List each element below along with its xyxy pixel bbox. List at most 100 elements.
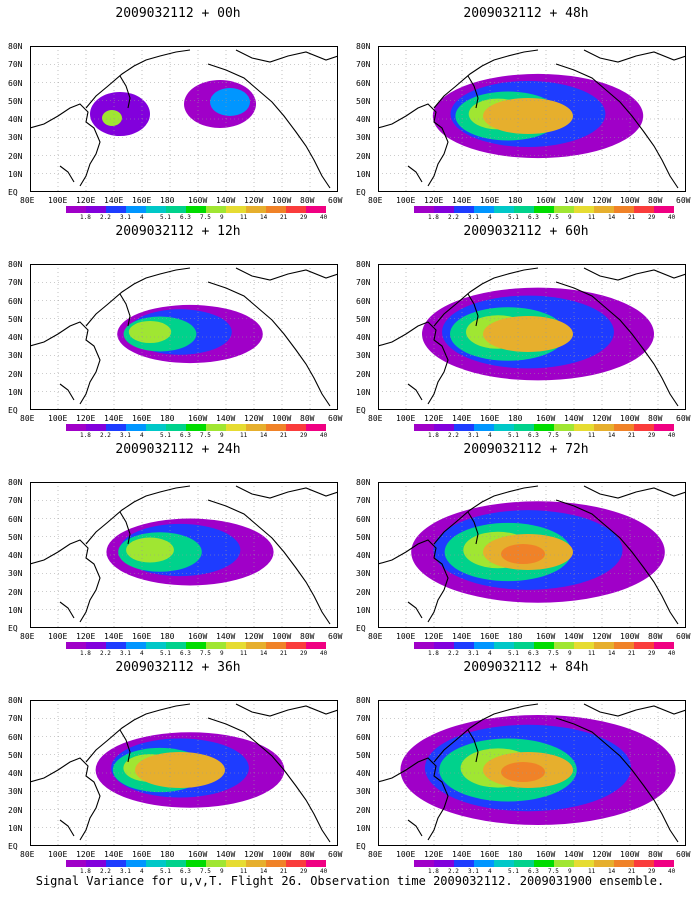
colorbar-label: 5.1	[160, 650, 171, 657]
panel-title: 2009032112 + 12h	[115, 224, 241, 239]
latitude-label: 80N	[8, 696, 23, 705]
longitude-label: 160E	[132, 632, 152, 641]
colorbar-swatch	[206, 206, 226, 213]
colorbar-swatch	[166, 860, 186, 867]
longitude-label: 120W	[244, 632, 264, 641]
colorbar-swatch	[594, 206, 614, 213]
panel-title: 2009032112 + 48h	[463, 6, 589, 21]
colorbar-swatch	[634, 860, 654, 867]
plot-frame	[378, 700, 686, 846]
latitude-label: 40N	[8, 769, 23, 778]
latitude-label: EQ	[8, 842, 18, 851]
colorbar-label: 11	[240, 650, 248, 657]
colorbar-swatch	[286, 642, 306, 649]
colorbar-swatch	[474, 206, 494, 213]
colorbar-swatch	[614, 206, 634, 213]
colorbar-swatch	[414, 860, 434, 867]
colorbar-label: 40	[668, 432, 676, 439]
coastline	[119, 729, 131, 763]
figure-caption: Signal Variance for u,v,T. Flight 26. Ob…	[35, 874, 665, 888]
latitude-label: 30N	[356, 351, 371, 361]
coastline	[467, 511, 479, 545]
longitude-label: 100W	[272, 632, 292, 641]
longitude-label: 80W	[300, 196, 315, 205]
longitude-label: 180	[508, 196, 523, 205]
latitude-label: 10N	[356, 605, 371, 615]
colorbar-label: 5.1	[508, 650, 519, 657]
latitude-label: 20N	[8, 805, 23, 815]
coastline	[378, 539, 449, 623]
colorbar-swatch	[614, 424, 634, 431]
colorbar-label: 29	[300, 650, 308, 657]
colorbar-label: 5.1	[160, 432, 171, 439]
colorbar-swatch	[106, 860, 126, 867]
longitude-label: 160W	[536, 196, 556, 205]
colorbar-swatch	[594, 860, 614, 867]
latitude-label: 30N	[356, 569, 371, 579]
colorbar-swatch	[574, 642, 594, 649]
colorbar-swatch	[106, 424, 126, 431]
map-plot	[30, 482, 338, 628]
panel-title: 2009032112 + 72h	[463, 442, 589, 457]
colorbar-label: 14	[260, 214, 268, 221]
colorbar-label: 11	[240, 214, 248, 221]
latitude-label: EQ	[356, 842, 366, 851]
colorbar-swatch	[186, 206, 206, 213]
colorbar-label: 29	[648, 214, 656, 221]
colorbar-swatch	[574, 424, 594, 431]
longitude-label: 60W	[676, 850, 691, 859]
colorbar-label: 2.2	[448, 650, 459, 657]
colorbar-label: 21	[280, 868, 288, 875]
coastline	[433, 267, 539, 327]
longitude-label: 100W	[620, 632, 640, 641]
colorbar-label: 6.3	[180, 214, 191, 221]
longitude-label: 140W	[216, 632, 236, 641]
colorbar-swatch	[266, 642, 286, 649]
latitude-label: 60N	[356, 732, 371, 742]
colorbar-swatch	[654, 206, 674, 213]
colorbar-label: 21	[628, 868, 636, 875]
coastline	[85, 703, 191, 763]
longitude-label: 60W	[676, 196, 691, 205]
longitude-label: 140E	[104, 850, 124, 859]
longitude-label: 100E	[396, 196, 416, 205]
colorbar-label: 4	[140, 650, 144, 657]
colorbar-label: 2.2	[100, 650, 111, 657]
colorbar-label: 29	[300, 432, 308, 439]
coastline	[407, 165, 423, 183]
colorbar-swatch	[574, 860, 594, 867]
colorbar-swatch	[86, 206, 106, 213]
colorbar-swatch	[654, 642, 674, 649]
colorbar-label: 9	[220, 432, 224, 439]
longitude-label: 60W	[676, 632, 691, 641]
longitude-label: 160W	[188, 632, 208, 641]
colorbar-swatch	[146, 424, 166, 431]
colorbar-swatch	[246, 860, 266, 867]
colorbar-swatch	[454, 642, 474, 649]
colorbar-swatch	[146, 206, 166, 213]
latitude-label: 40N	[356, 769, 371, 778]
latitude-label: EQ	[8, 188, 18, 197]
longitude-label: 80E	[368, 632, 383, 641]
colorbar-label: 21	[280, 650, 288, 657]
plot-frame	[30, 700, 338, 846]
colorbar-swatch	[534, 642, 554, 649]
colorbar-label: 7.5	[200, 868, 211, 875]
longitude-label: 100W	[272, 196, 292, 205]
colorbar-swatch	[66, 424, 86, 431]
colorbar-label: 14	[608, 650, 616, 657]
longitude-label: 140W	[564, 850, 584, 859]
colorbar-swatch	[434, 642, 454, 649]
colorbar-swatch	[126, 642, 146, 649]
latitude-label: 60N	[356, 514, 371, 524]
colorbar-label: 40	[320, 868, 328, 875]
colorbar-label: 3.1	[468, 432, 479, 439]
colorbar	[414, 206, 674, 213]
colorbar-swatch	[514, 424, 534, 431]
colorbar-label: 11	[588, 432, 596, 439]
colorbar-swatch	[166, 424, 186, 431]
colorbar-label: 9	[568, 214, 572, 221]
colorbar-label: 11	[588, 650, 596, 657]
colorbar-label: 1.8	[80, 214, 91, 221]
colorbar-swatch	[594, 424, 614, 431]
